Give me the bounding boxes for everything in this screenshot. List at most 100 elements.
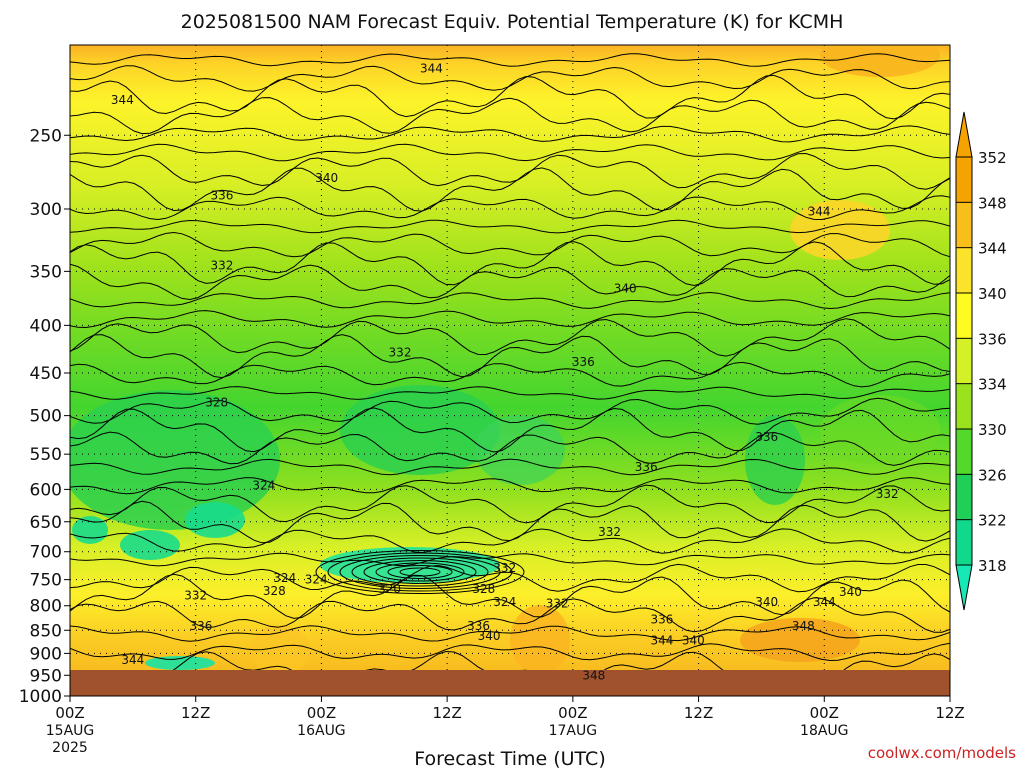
contour-line [70,397,950,425]
contour-line [375,562,465,582]
colorbar-segment [956,202,972,248]
y-tick-label: 350 [30,262,62,282]
contour-line [351,557,489,587]
colorbar-segment [956,157,972,203]
contour-line [70,573,950,619]
y-tick-label: 400 [30,316,62,336]
colorbar-segment [956,247,972,293]
contour-line [70,241,950,287]
moist-region [475,415,565,485]
x-tick-label: 12Z [181,704,210,722]
moist-region [340,385,500,475]
contour-line [399,567,441,577]
contour-label: 332 [389,346,412,360]
contour-line [70,74,950,120]
contour-line [339,555,501,589]
contour-label: 340 [839,585,862,599]
colorbar-label: 326 [978,466,1007,484]
y-tick-label: 1000 [19,687,62,707]
colorbar-segment [956,383,972,429]
contour-label: 344 [420,62,443,76]
contour-label: 320 [378,582,401,596]
contour-line [363,560,477,584]
contour-label: 332 [546,597,569,611]
x-tick-date-label: 17AUG [549,723,598,739]
warm-region [510,605,570,670]
y-tick-label: 300 [30,200,62,220]
contour-label: 340 [614,281,637,295]
plot-background [70,45,950,670]
colorbar-label: 348 [978,194,1007,212]
contour-line [315,550,525,594]
y-tick-label: 750 [30,571,62,591]
x-tick-date-label: 18AUG [800,723,849,739]
plot-area: 3443443403363443323403323363283363363243… [69,44,951,697]
colorbar: 352 348 344 340 336 334 330 326 322 318 [955,111,1007,611]
y-axis: 250 300 350 400 450 500 550 600 650 700 750 800 850 9… [19,126,70,707]
contour-label: 344 [813,595,836,609]
y-tick-label: 600 [30,480,62,500]
contour-line [70,484,950,524]
colorbar-label: 336 [978,330,1007,348]
contour-label: 324 [493,595,516,609]
contour-label: 348 [792,619,815,633]
colorbar-label: 322 [978,512,1007,530]
credit-text: coolwx.com/models [868,744,1016,762]
ground-surface [70,670,950,696]
contour-line [70,97,950,135]
x-tick-label: 12Z [935,704,964,722]
contour-label: 348 [582,668,605,682]
x-tick-year-label: 2025 [52,740,88,756]
very-moist-region [120,530,180,560]
contour-line [70,53,950,67]
x-tick-date-label: 16AUG [297,723,346,739]
y-tick-label: 550 [30,445,62,465]
y-tick-label: 800 [30,597,62,617]
contour-label: 336 [210,188,233,202]
contour-label: 332 [184,589,207,603]
contour-line [70,458,950,476]
contour-label: 332 [210,259,233,273]
low-level-moist-region [145,656,215,670]
y-tick-label: 900 [30,644,62,664]
contour-line [70,528,950,554]
contour-label: 324 [252,478,275,492]
contour-lines [70,53,950,670]
colorbar-label: 340 [978,285,1007,303]
contour-line [70,642,950,662]
colorbar-label: 318 [978,557,1007,575]
contour-label: 324 [273,571,296,585]
contour-line [70,219,950,234]
contour-label: 328 [263,584,286,598]
contour-label: 328 [472,582,495,596]
colorbar-bottom-arrow [955,564,973,611]
contour-label: 340 [315,171,338,185]
contour-line [70,361,950,388]
contour-line [70,143,950,162]
contour-line [70,167,950,212]
contour-line [70,152,950,190]
contour-label: 344 [111,93,134,107]
y-tick-label: 850 [30,621,62,641]
contour-label: 332 [598,525,621,539]
moist-region [70,390,280,530]
contour-label: 340 [478,629,501,643]
orange-region [820,45,940,77]
warm-region [740,618,860,662]
contour-line [70,386,950,400]
x-tick-label: 00Z [810,704,839,722]
warm-region [250,625,310,670]
colorbar-top-arrow [955,111,973,158]
contour-line [70,431,950,466]
colorbar-segment [956,293,972,339]
contour-labels: 3443443403363443323403323363283363363243… [111,62,899,683]
contour-label: 336 [635,460,658,474]
y-tick-label: 500 [30,407,62,427]
y-tick-label: 950 [30,666,62,686]
contour-line [70,318,950,357]
orange-region [790,200,890,260]
contour-line [70,625,950,642]
contour-line [70,125,950,143]
